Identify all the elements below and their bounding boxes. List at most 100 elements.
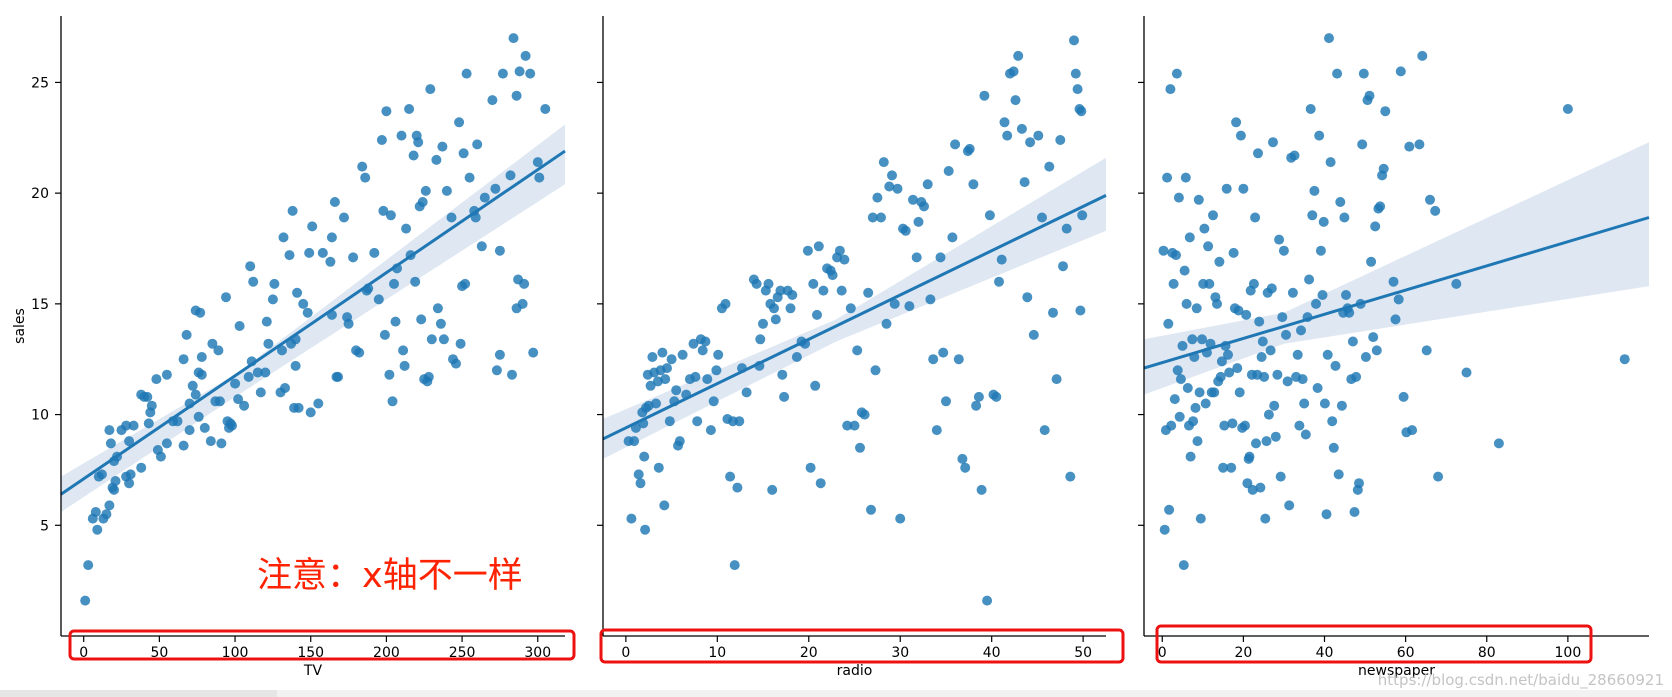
- newspaper-scatter-point: [1179, 265, 1190, 276]
- tv-scatter-point: [298, 298, 309, 309]
- radio-scatter-point: [640, 524, 651, 535]
- radio-scatter-point: [769, 303, 779, 314]
- newspaper-scatter-point: [1351, 371, 1362, 382]
- newspaper-x-tick-label: 0: [1158, 645, 1167, 661]
- newspaper-scatter-point: [1226, 462, 1237, 473]
- newspaper-scatter-point: [1214, 256, 1225, 267]
- newspaper-x-tick-label: 20: [1234, 645, 1252, 661]
- radio-scatter-point: [677, 349, 688, 360]
- tv-scatter-point: [260, 367, 271, 378]
- radio-scatter-point: [741, 387, 752, 398]
- radio-scatter-point: [725, 471, 736, 482]
- tv-scatter-point: [425, 84, 436, 95]
- tv-scatter-point: [441, 185, 452, 196]
- radio-scatter-point: [1037, 212, 1047, 223]
- newspaper-scatter-point: [1325, 157, 1336, 168]
- radio-scatter-point: [758, 318, 768, 329]
- newspaper-scatter-point: [1165, 84, 1176, 95]
- tv-scatter-point: [269, 278, 280, 289]
- newspaper-scatter-point: [1270, 431, 1281, 442]
- radio-x-tick-label: 10: [708, 645, 726, 661]
- newspaper-scatter-point: [1215, 371, 1226, 382]
- tv-scatter-point: [155, 451, 166, 462]
- newspaper-scatter-point: [1317, 290, 1328, 300]
- newspaper-scatter-point: [1312, 383, 1323, 393]
- y-tick-label: 5: [40, 518, 49, 534]
- tv-scatter-point: [420, 185, 431, 196]
- radio-scatter-point: [1069, 35, 1079, 46]
- newspaper-scatter-point: [1162, 172, 1173, 183]
- newspaper-scatter-point: [1260, 513, 1271, 524]
- newspaper-scatter-point: [1378, 163, 1389, 174]
- tv-scatter-point: [472, 139, 483, 150]
- newspaper-confidence-band: [1144, 142, 1649, 395]
- radio-scatter-point: [994, 276, 1004, 287]
- radio-scatter-point: [839, 254, 850, 265]
- radio-scatter-point: [953, 354, 964, 365]
- tv-scatter-point: [80, 595, 91, 606]
- tv-scatter-point: [497, 68, 508, 79]
- radio-scatter-point: [867, 212, 878, 223]
- tv-scatter-point: [494, 245, 505, 256]
- newspaper-scatter-point: [1266, 283, 1277, 294]
- radio-scatter-point: [810, 380, 821, 391]
- radio-scatter-point: [908, 194, 918, 205]
- tv-scatter-point: [534, 172, 545, 183]
- axis-note-annotation: 注意：x轴不一样: [257, 556, 523, 596]
- tv-scatter-point: [261, 316, 272, 327]
- newspaper-scatter-point: [1188, 416, 1199, 427]
- tv-scatter-point: [263, 338, 274, 349]
- radio-scatter-point: [928, 354, 939, 365]
- radio-scatter-point: [996, 254, 1007, 265]
- radio-scatter-point: [922, 179, 933, 190]
- radio-scatter-point: [1028, 329, 1039, 340]
- tv-scatter-point: [460, 278, 471, 289]
- tv-scatter-point: [476, 241, 487, 252]
- newspaper-scatter-point: [1493, 438, 1504, 449]
- tv-scatter-point: [196, 369, 207, 380]
- radio-scatter-point: [692, 416, 703, 427]
- radio-scatter-point: [697, 345, 708, 356]
- newspaper-scatter-point: [1314, 130, 1325, 141]
- radio-scatter-point: [979, 90, 990, 101]
- newspaper-scatter-point: [1247, 484, 1258, 495]
- radio-scatter-point: [802, 245, 813, 256]
- radio-scatter-point: [755, 334, 766, 345]
- tv-scatter-point: [146, 400, 157, 411]
- newspaper-scatter-point: [1284, 500, 1295, 511]
- tv-scatter-point: [267, 294, 278, 305]
- newspaper-scatter-point: [1177, 340, 1188, 351]
- newspaper-scatter-point: [1240, 420, 1250, 431]
- newspaper-scatter-point: [1173, 192, 1184, 203]
- tv-scatter-point: [293, 402, 304, 413]
- radio-scatter-point: [645, 380, 656, 391]
- newspaper-scatter-point: [1169, 394, 1180, 405]
- radio-scatter-point: [950, 139, 961, 150]
- radio-x-tick-label: 40: [983, 645, 1001, 661]
- tv-scatter-point: [326, 232, 337, 243]
- newspaper-scatter-point: [1244, 451, 1255, 462]
- radio-scatter-point: [947, 232, 958, 243]
- tv-scatter-point: [277, 345, 287, 356]
- radio-scatter-point: [1061, 223, 1072, 234]
- newspaper-scatter-point: [1197, 334, 1207, 345]
- radio-scatter-point: [777, 369, 788, 380]
- tv-scatter-point: [528, 347, 539, 358]
- newspaper-x-tick-label: 80: [1478, 645, 1496, 661]
- tv-scatter-point: [417, 197, 428, 207]
- tv-y-axis-label: sales: [12, 308, 28, 344]
- newspaper-scatter-point: [1254, 316, 1265, 327]
- radio-scatter-point: [657, 347, 668, 358]
- radio-scatter-point: [904, 301, 915, 312]
- newspaper-x-axis-highlight-box: [1155, 624, 1593, 664]
- newspaper-scatter-point: [1368, 332, 1379, 343]
- tv-scatter-point: [216, 438, 227, 449]
- newspaper-scatter-point: [1227, 418, 1238, 429]
- newspaper-scatter-point: [1178, 560, 1189, 571]
- tv-scatter-point: [508, 33, 519, 44]
- newspaper-scatter-point: [1274, 234, 1285, 245]
- newspaper-scatter-point: [1307, 210, 1318, 221]
- newspaper-scatter-point: [1292, 349, 1303, 360]
- radio-scatter-point: [834, 245, 845, 256]
